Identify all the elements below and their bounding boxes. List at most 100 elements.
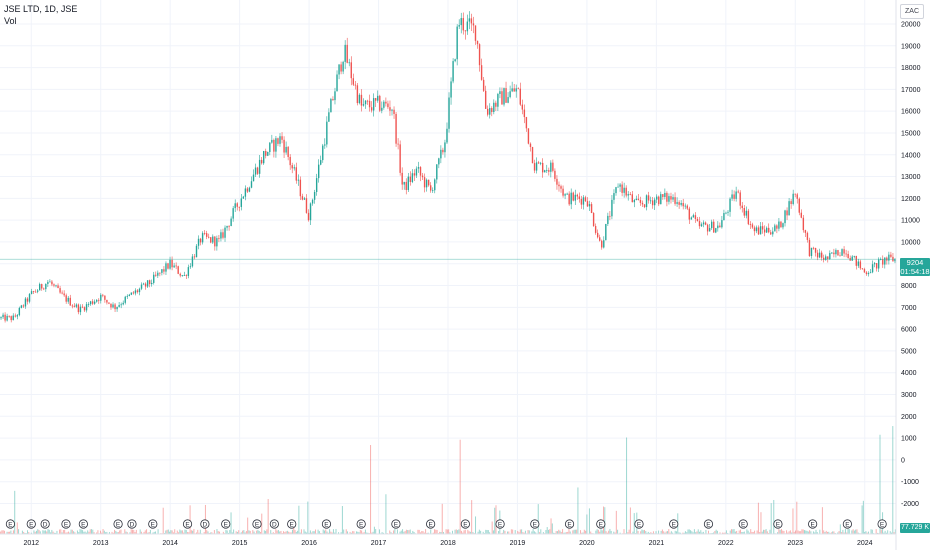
volume-bar: [394, 529, 396, 534]
candle-body: [515, 88, 517, 92]
volume-bar: [108, 532, 110, 534]
volume-bar: [696, 531, 698, 534]
candle-body: [405, 181, 407, 190]
volume-bar: [82, 530, 84, 534]
volume-bar: [485, 529, 487, 534]
candle-body: [478, 44, 481, 66]
volume-bar: [263, 530, 265, 534]
volume-bar: [559, 530, 561, 534]
volume-bar: [609, 528, 611, 534]
candle-body: [352, 78, 355, 85]
volume-bar: [143, 531, 145, 534]
candle-body: [454, 59, 456, 62]
volume-bar: [413, 531, 415, 534]
price-axis[interactable]: -2000 -1000 0 1000 2000 3000 4000 5000 6000 7000 8…: [895, 0, 921, 550]
candle-body: [877, 259, 880, 269]
volume-bar: [741, 531, 743, 534]
candle-body: [429, 185, 432, 191]
volume-bar: [862, 500, 864, 534]
candle-body: [122, 302, 124, 305]
volume-bar: [244, 532, 246, 534]
volume-bar: [664, 532, 666, 534]
volume-bar: [491, 521, 493, 534]
volume-bar: [617, 529, 619, 534]
volume-bar: [887, 530, 889, 534]
volume-bar: [672, 532, 674, 534]
candle-body: [370, 107, 373, 111]
earnings-marker-label: D: [43, 522, 48, 529]
candle-body: [676, 202, 678, 204]
volume-bar: [303, 529, 305, 534]
candle-body: [843, 249, 845, 254]
volume-bar: [179, 529, 181, 534]
chart-grid: [0, 0, 896, 534]
volume-bar: [409, 529, 411, 534]
volume-bar: [782, 530, 784, 534]
candle-body: [307, 212, 310, 221]
volume-bar: [258, 530, 260, 534]
candle-body: [584, 197, 587, 202]
candle-body: [161, 269, 163, 273]
candle-body: [633, 200, 636, 203]
volume-bar: [363, 532, 365, 534]
volume-bar: [646, 532, 648, 534]
volume-bar: [663, 531, 665, 534]
volume-bar: [700, 530, 702, 534]
candle-body: [236, 203, 238, 207]
volume-bar: [768, 532, 770, 534]
time-axis[interactable]: 2012 2013 2014 2015 2016 2017 2018 2019 2020 2021…: [0, 533, 896, 547]
volume-bar: [37, 529, 39, 534]
volume-bar: [527, 530, 529, 534]
candle-body: [244, 188, 247, 197]
volume-bar: [675, 531, 677, 534]
volume-bar: [329, 529, 331, 534]
volume-bar: [549, 529, 551, 534]
symbol-title[interactable]: JSE LTD, 1D, JSE: [4, 4, 78, 14]
candle-body: [267, 152, 269, 156]
candle-body: [867, 273, 870, 275]
currency-button[interactable]: ZAC: [900, 4, 924, 19]
volume-bar: [61, 532, 63, 534]
volume-bar: [51, 529, 53, 534]
volume-bar: [434, 529, 436, 534]
volume-bar: [459, 439, 461, 534]
volume-bar: [606, 532, 608, 534]
volume-bar: [97, 530, 99, 534]
volume-bar: [893, 532, 895, 534]
candle-body: [601, 240, 603, 248]
volume-bar: [52, 531, 54, 534]
candle-body: [533, 163, 536, 171]
candle-body: [377, 95, 379, 101]
candle-body: [24, 298, 27, 307]
volume-bar: [562, 529, 564, 534]
earnings-marker-label: E: [255, 522, 260, 529]
candle-body: [34, 291, 37, 293]
volume-bar: [70, 529, 72, 534]
volume-bar: [288, 531, 290, 534]
y-tick-label: 10000: [901, 239, 921, 246]
volume-bar: [788, 531, 790, 534]
volume-bar: [27, 530, 29, 534]
candle-body: [134, 290, 137, 294]
volume-bar: [30, 532, 32, 534]
volume-indicator-label[interactable]: Vol: [4, 16, 17, 26]
candle-body: [285, 146, 287, 153]
candle-body: [747, 210, 750, 225]
y-tick-label: 7000: [901, 305, 917, 312]
volume-bar: [149, 529, 151, 534]
volume-bar: [280, 531, 282, 534]
candle-body: [183, 275, 185, 276]
volume-bar: [403, 531, 405, 534]
y-tick-label: 4000: [901, 370, 917, 377]
volume-bar: [243, 530, 245, 534]
candle-body: [448, 97, 450, 129]
volume-bar: [652, 531, 654, 534]
earnings-marker-label: E: [810, 522, 815, 529]
candle-body: [191, 256, 194, 267]
volume-bar: [85, 532, 87, 534]
candle-body: [140, 284, 143, 289]
candle-body: [106, 299, 108, 303]
candle-body: [833, 252, 835, 255]
candle-body: [827, 256, 829, 260]
